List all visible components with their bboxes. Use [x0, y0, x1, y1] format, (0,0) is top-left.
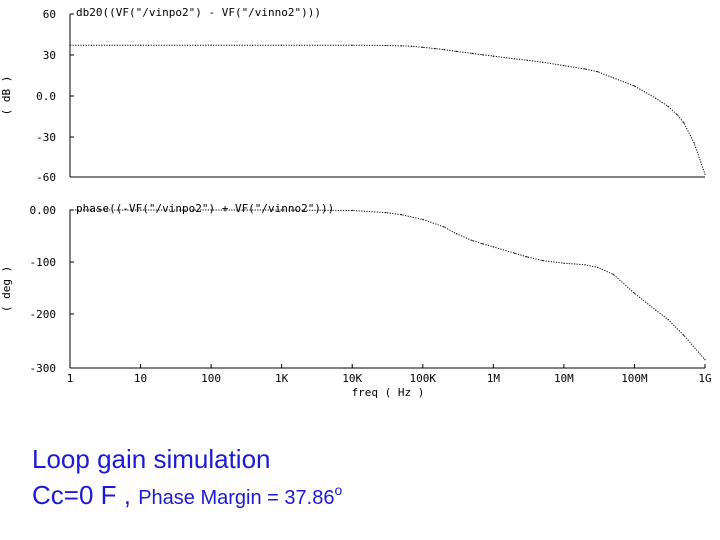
phase-data-point — [400, 214, 403, 216]
phase-data-point — [655, 309, 657, 311]
phase-data-point — [704, 359, 706, 361]
caption-degree-symbol: o — [334, 482, 343, 498]
caption-cc: Cc=0 F , — [32, 480, 131, 510]
phase-data-point — [385, 212, 387, 214]
gain-data-point — [667, 105, 669, 107]
phase-data-point — [210, 209, 212, 211]
phase-data-point — [514, 252, 516, 254]
gain-data-point — [514, 58, 516, 60]
gain-data-point — [455, 50, 457, 53]
gain-series-line — [70, 44, 706, 175]
phase-data-point — [140, 209, 142, 211]
gain-y-axis-label: ( dB ) — [0, 76, 13, 116]
phase-y-axis-label: ( deg ) — [0, 266, 13, 312]
x-tick-label: 100M — [621, 372, 648, 385]
gain-data-point — [422, 46, 424, 48]
phase-data-point — [683, 334, 685, 336]
gain-data-point — [704, 173, 706, 175]
gain-data-point — [140, 44, 142, 46]
caption-pm-value: Phase Margin = 37.86 — [138, 487, 335, 509]
x-tick-label: 100 — [201, 372, 221, 385]
x-tick-label: 10 — [134, 372, 147, 385]
phase-data-point — [597, 266, 599, 268]
caption-phase-margin: Cc=0 F , Phase Margin = 37.86o — [32, 480, 342, 511]
phase-series-line — [70, 209, 706, 360]
x-tick-label: 10M — [554, 372, 574, 385]
phase-data-point — [667, 318, 669, 321]
gain-y-tick-label: 60 — [43, 8, 56, 21]
gain-data-point — [471, 52, 473, 55]
gain-data-point — [281, 44, 283, 46]
gain-data-point — [351, 44, 353, 46]
gain-data-point — [597, 71, 599, 73]
gain-data-point — [411, 45, 413, 47]
gain-data-point — [385, 44, 387, 47]
gain-y-tick-label: 30 — [43, 49, 56, 62]
x-tick-label: 100K — [410, 372, 437, 385]
gain-data-point — [683, 122, 685, 124]
x-tick-label: 1G — [698, 372, 711, 385]
phase-data-point — [422, 218, 424, 221]
x-tick-label: 10K — [342, 372, 362, 385]
phase-data-point — [455, 233, 457, 235]
gain-y-tick-label: -30 — [36, 131, 56, 144]
gain-data-point — [676, 113, 678, 116]
phase-y-tick-label: -200 — [30, 308, 57, 321]
caption-title: Loop gain simulation — [32, 444, 271, 474]
gain-data-point — [563, 65, 565, 67]
phase-y-tick-label: -300 — [30, 362, 57, 375]
gain-data-point — [542, 61, 544, 63]
gain-data-point — [584, 68, 586, 70]
gain-data-point — [693, 142, 695, 144]
phase-data-point — [69, 209, 71, 211]
gain-title: db20((VF("/vinpo2") - VF("/vinno2"))) — [76, 6, 321, 19]
gain-data-point — [481, 54, 483, 56]
phase-data-point — [526, 256, 528, 258]
gain-data-point — [612, 77, 614, 79]
phase-data-point — [443, 226, 445, 228]
gain-data-point — [655, 97, 657, 99]
phase-y-tick-label: -100 — [30, 256, 57, 269]
gain-data-point — [400, 45, 403, 47]
gain-data-point — [434, 48, 436, 50]
phase-data-point — [563, 262, 565, 264]
gain-data-point — [69, 44, 71, 46]
gain-y-tick-label: 0.0 — [36, 90, 56, 103]
phase-data-point — [584, 264, 586, 266]
phase-y-tick-label: 0.00 — [30, 204, 57, 217]
x-tick-label: 1 — [67, 372, 74, 385]
phase-data-point — [492, 246, 494, 248]
x-tick-label: 1K — [275, 372, 289, 385]
gain-data-point — [526, 59, 528, 61]
gain-data-point — [633, 85, 636, 87]
phase-title: phase((-VF("/vinpo2") + VF("/vinno2"))) — [76, 202, 334, 215]
gain-data-point — [492, 55, 494, 57]
gain-y-tick-label: -60 — [36, 171, 56, 184]
phase-data-point — [542, 260, 544, 262]
phase-data-point — [351, 209, 353, 212]
phase-data-point — [281, 209, 283, 211]
x-tick-label: 1M — [487, 372, 501, 385]
x-axis-label: freq ( Hz ) — [352, 386, 425, 399]
phase-data-point — [471, 239, 473, 242]
gain-data-point — [210, 44, 212, 46]
phase-data-point — [612, 273, 614, 275]
gain-data-point — [443, 49, 445, 51]
phase-data-point — [633, 292, 636, 294]
phase-data-point — [481, 243, 483, 245]
